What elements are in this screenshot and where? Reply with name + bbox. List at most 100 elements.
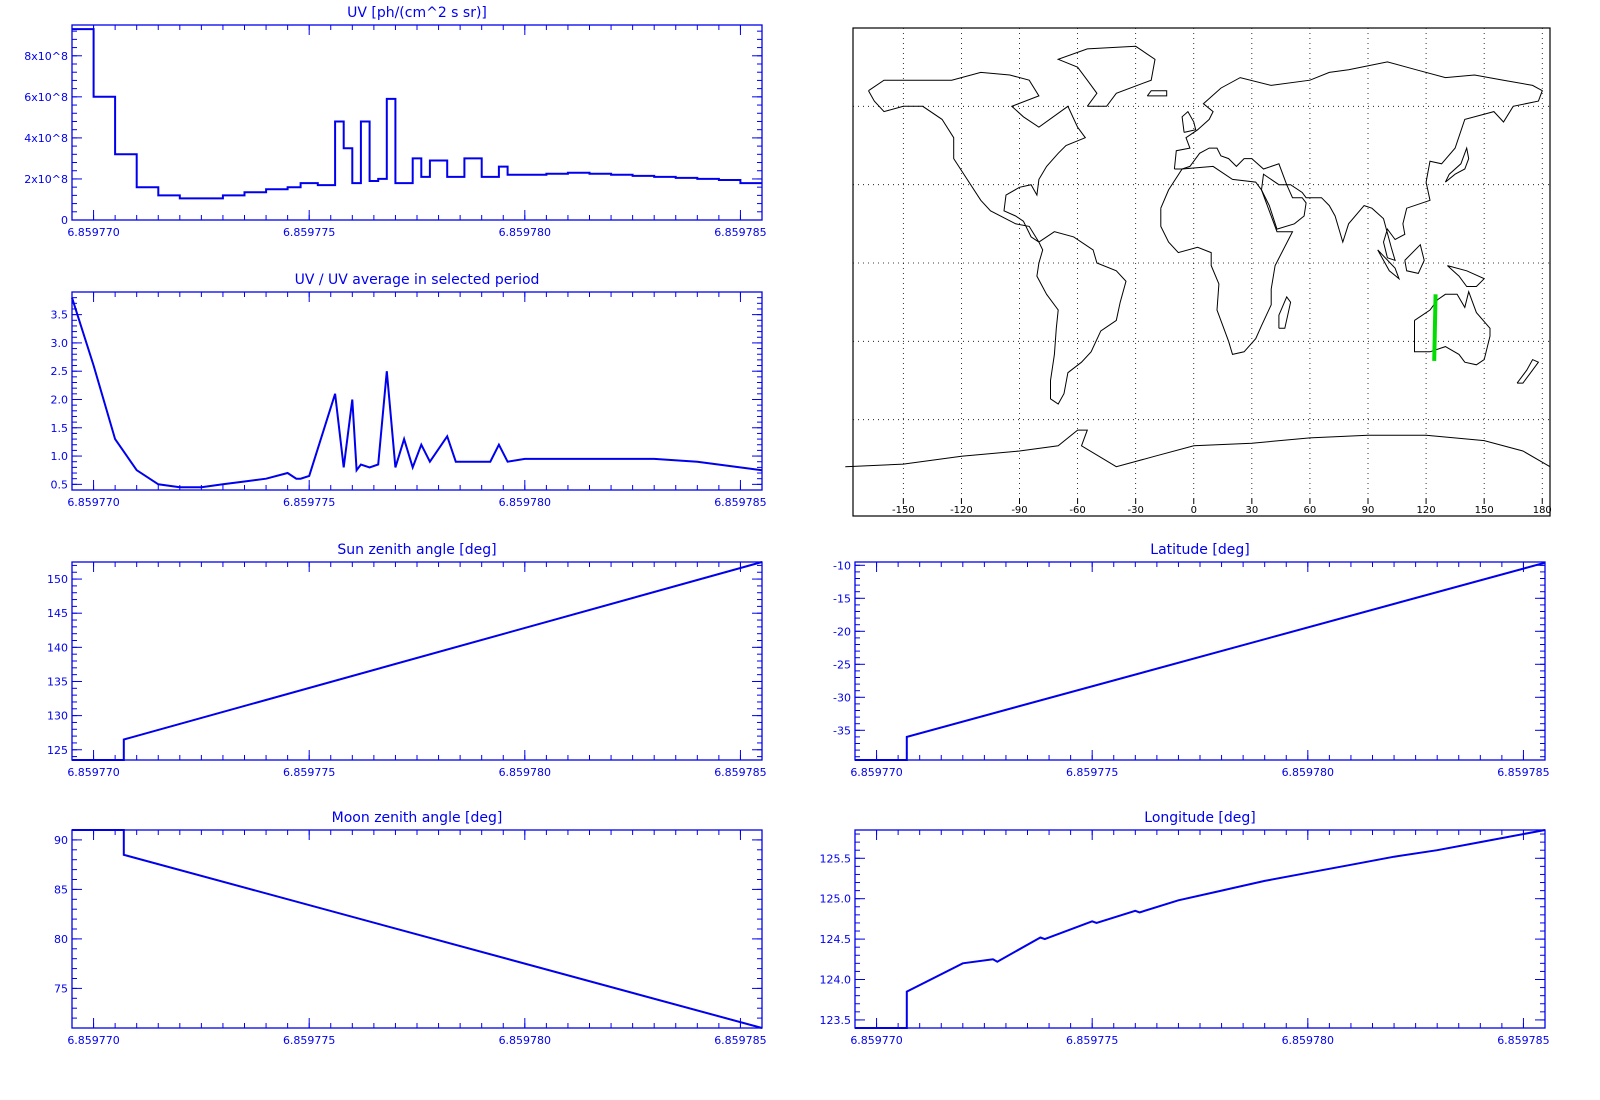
y-tick-label: -35 <box>833 724 851 737</box>
series-line <box>71 297 763 489</box>
x-tick-label: 6.859775 <box>1066 766 1119 779</box>
y-tick-label: 145 <box>47 607 68 620</box>
chart-title: Moon zenith angle [deg] <box>332 810 503 826</box>
chart-title: Longitude [deg] <box>1144 810 1255 826</box>
coastline-iceland <box>1146 90 1168 97</box>
coastline-africa <box>1160 165 1294 355</box>
chart-title: UV [ph/(cm^2 s sr)] <box>347 5 487 21</box>
coastline-madagascar <box>1278 295 1292 329</box>
map-lon-label: 180 <box>1533 505 1552 516</box>
y-tick-label: 1.0 <box>51 450 69 463</box>
y-tick-label: 2.0 <box>51 393 69 406</box>
sun-svg: Sun zenith angle [deg] 6.859770 6.859775 6.… <box>47 542 767 779</box>
series-line <box>72 561 763 761</box>
y-tick-label: 85 <box>54 883 68 896</box>
y-tick-label: 4x10^8 <box>24 132 68 145</box>
satellite-track <box>1432 294 1438 361</box>
x-tick-label: 6.859780 <box>499 766 552 779</box>
map-lon-label: 120 <box>1417 505 1436 516</box>
x-tick-label: 6.859780 <box>499 496 552 509</box>
chart-title: UV / UV average in selected period <box>295 272 540 288</box>
series-line <box>855 829 1546 1029</box>
y-tick-label: 140 <box>47 641 68 654</box>
plot-frame <box>71 291 763 491</box>
y-tick-label: 124.5 <box>820 933 852 946</box>
y-tick-label: 90 <box>54 834 68 847</box>
x-tick-label: 6.859770 <box>67 1034 120 1047</box>
x-tick-label: 6.859780 <box>499 1034 552 1047</box>
map-lon-label: 60 <box>1304 505 1317 516</box>
coastline-antarctica <box>845 429 1551 468</box>
map-lon-label: -90 <box>1011 505 1027 516</box>
y-tick-label: 1.5 <box>51 422 69 435</box>
coastline-borneo <box>1404 243 1425 274</box>
x-tick-label: 6.859770 <box>67 226 120 239</box>
y-tick-label: 130 <box>47 710 68 723</box>
map-lon-label: -150 <box>892 505 915 516</box>
y-tick-label: 125.5 <box>820 852 852 865</box>
x-tick-label: 6.859770 <box>67 766 120 779</box>
y-tick-label: 75 <box>54 982 68 995</box>
map-lon-label: 30 <box>1245 505 1258 516</box>
x-tick-label: 6.859775 <box>1066 1034 1119 1047</box>
y-tick-label: 124.0 <box>820 974 852 987</box>
uv-svg: UV [ph/(cm^2 s sr)] 6.859770 6.859775 6.859… <box>24 5 766 239</box>
map-lon-label: -30 <box>1128 505 1144 516</box>
lon-svg: Longitude [deg] 6.859770 6.859775 6.859780 6… <box>820 810 1550 1047</box>
y-tick-label: 0.5 <box>51 478 69 491</box>
plot-frame <box>71 829 763 1029</box>
map-lon-label: -60 <box>1069 505 1085 516</box>
y-tick-label: 8x10^8 <box>24 50 68 63</box>
x-tick-label: 6.859770 <box>850 766 903 779</box>
y-tick-label: 0 <box>61 214 68 227</box>
x-tick-label: 6.859780 <box>1282 1034 1335 1047</box>
y-tick-label: -30 <box>833 691 851 704</box>
coastline-sumatra <box>1377 249 1401 281</box>
coastline-north-america <box>868 71 1087 243</box>
y-tick-label: 125.0 <box>820 893 852 906</box>
coastline-japan <box>1444 146 1470 183</box>
y-tick-label: -20 <box>833 625 851 638</box>
ratio-svg: UV / UV average in selected period 6.8597… <box>51 272 767 509</box>
y-tick-label: 2x10^8 <box>24 173 68 186</box>
y-tick-label: 150 <box>47 573 68 586</box>
y-tick-label: 80 <box>54 933 68 946</box>
coastline-new-guinea <box>1447 265 1486 287</box>
y-tick-label: -25 <box>833 658 851 671</box>
y-tick-label: 123.5 <box>820 1014 852 1027</box>
x-tick-label: 6.859775 <box>283 496 336 509</box>
y-tick-label: 6x10^8 <box>24 91 68 104</box>
x-tick-label: 6.859785 <box>714 766 767 779</box>
x-tick-label: 6.859775 <box>283 766 336 779</box>
map-lon-label: 150 <box>1475 505 1494 516</box>
series-line <box>855 561 1546 761</box>
x-tick-label: 6.859770 <box>67 496 120 509</box>
coastline-eurasia <box>1173 61 1543 262</box>
moon-svg: Moon zenith angle [deg] 6.859770 6.859775 6… <box>54 810 767 1047</box>
y-tick-label: 2.5 <box>51 365 69 378</box>
y-tick-label: 125 <box>47 744 68 757</box>
coastline-uk <box>1181 110 1197 133</box>
coastline-new-zealand <box>1516 358 1540 384</box>
y-tick-label: 3.5 <box>51 309 69 322</box>
chart-title: Latitude [deg] <box>1150 542 1249 558</box>
map-lon-label: 90 <box>1362 505 1375 516</box>
x-tick-label: 6.859775 <box>283 226 336 239</box>
plot-frame <box>854 829 1546 1029</box>
y-tick-label: 135 <box>47 675 68 688</box>
x-tick-label: 6.859780 <box>1282 766 1335 779</box>
x-tick-label: 6.859785 <box>714 1034 767 1047</box>
y-tick-label: -10 <box>833 559 851 572</box>
chart-title: Sun zenith angle [deg] <box>337 542 496 558</box>
y-tick-label: 3.0 <box>51 337 69 350</box>
map-svg: -150 -120 -90 -60 -30 0 30 60 90 120 150 180 <box>845 27 1552 517</box>
plot-frame <box>71 24 763 221</box>
series-line <box>72 829 763 1029</box>
x-tick-label: 6.859780 <box>499 226 552 239</box>
x-tick-label: 6.859770 <box>850 1034 903 1047</box>
lat-svg: Latitude [deg] 6.859770 6.859775 6.859780 6.… <box>833 542 1550 779</box>
series-line <box>72 28 762 200</box>
coastline-south-america <box>1036 231 1127 405</box>
coastline-arabia <box>1261 173 1307 230</box>
